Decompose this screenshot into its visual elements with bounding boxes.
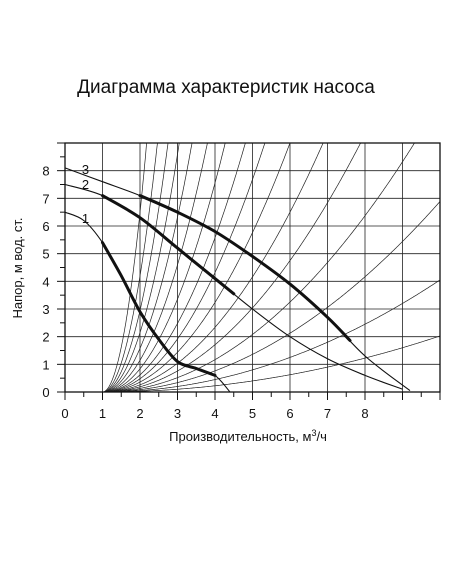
- system-curve: [102, 142, 226, 393]
- pump-curve-3: [64, 167, 411, 392]
- pump-curve-3-working-range: [138, 194, 352, 342]
- system-curve: [102, 142, 169, 393]
- series-label-3: 3: [82, 162, 89, 177]
- pump-curves: [64, 167, 411, 393]
- y-axis-label: Напор, м вод. ст.: [10, 217, 25, 318]
- series-label-1: 1: [82, 211, 89, 226]
- x-axis-label: Производительность, м3/ч: [169, 428, 327, 444]
- x-axis-label-tail: /ч: [316, 429, 326, 444]
- x-tick-label: 1: [99, 406, 106, 421]
- chart-title: Диаграмма характеристик насоса: [77, 77, 375, 98]
- y-tick-label: 8: [42, 164, 49, 179]
- y-tick-label: 2: [42, 330, 49, 345]
- x-tick-label: 2: [136, 406, 143, 421]
- y-tick-label: 0: [42, 385, 49, 400]
- system-curve: [102, 142, 246, 393]
- pump-curve-2: [64, 183, 403, 390]
- x-tick-label: 7: [324, 406, 331, 421]
- system-curve: [102, 142, 193, 393]
- system-curve: [102, 142, 324, 393]
- y-tick-label: 3: [42, 302, 49, 317]
- x-tick-label: 0: [61, 406, 68, 421]
- y-tick-label: 4: [42, 274, 49, 289]
- y-tick-label: 1: [42, 357, 49, 372]
- pump-curve-2-working-range: [101, 194, 236, 296]
- system-curve: [102, 279, 441, 393]
- system-curve: [102, 142, 361, 393]
- x-tick-label: 8: [361, 406, 368, 421]
- x-tick-label: 6: [286, 406, 293, 421]
- system-curve: [102, 142, 291, 393]
- x-axis-label-main: Производительность, м: [169, 429, 311, 444]
- x-tick-label: 3: [174, 406, 181, 421]
- system-curve: [102, 201, 441, 393]
- x-tick-label: 4: [211, 406, 218, 421]
- system-curve: [102, 142, 266, 393]
- pump-curve-1-working-range: [101, 241, 217, 377]
- system-curve: [102, 142, 180, 393]
- x-tick-label: 5: [249, 406, 256, 421]
- system-curves: [102, 142, 441, 393]
- series-labels: 1 23: [82, 162, 89, 226]
- series-label-2: 2: [82, 177, 89, 192]
- system-curve: [102, 142, 158, 393]
- x-axis-label-sup: 3: [311, 428, 316, 438]
- y-tick-label: 5: [42, 247, 49, 262]
- y-tick-label: 7: [42, 191, 49, 206]
- system-curve: [102, 335, 441, 393]
- y-tick-label: 6: [42, 219, 49, 234]
- system-curve: [102, 142, 415, 393]
